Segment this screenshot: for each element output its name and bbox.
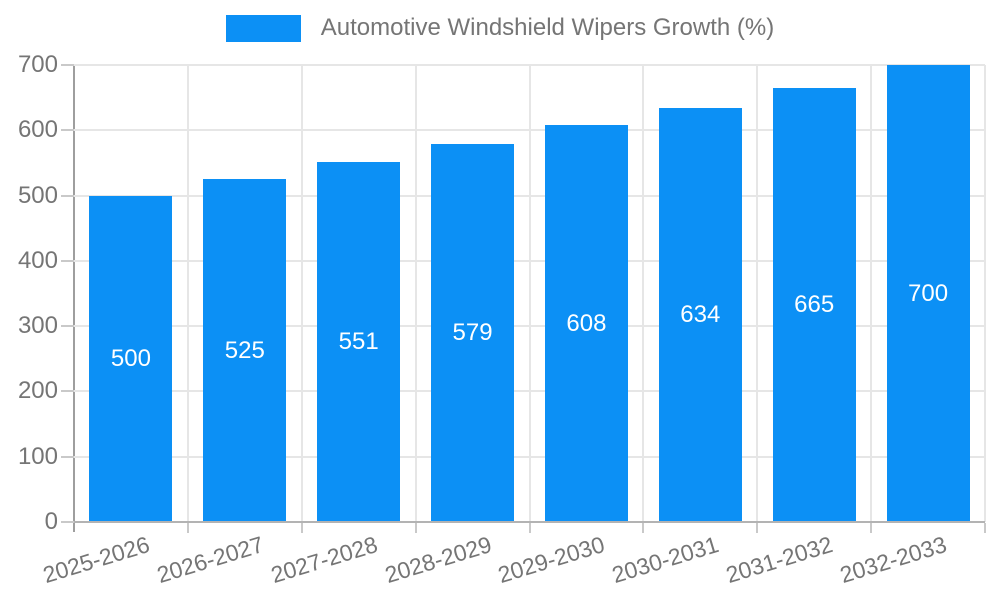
legend-swatch[interactable] (225, 14, 301, 42)
v-gridline (642, 65, 645, 522)
bar-value-label: 608 (566, 309, 607, 337)
x-tick-label: 2032-2033 (836, 531, 950, 589)
x-tick-label: 2026-2027 (153, 531, 267, 589)
y-tick-label: 400 (17, 246, 58, 274)
y-axis-line (73, 65, 75, 532)
bar[interactable] (431, 144, 515, 522)
y-axis-tick (61, 64, 74, 66)
y-tick-label: 300 (17, 312, 58, 340)
y-axis-tick (61, 521, 74, 523)
y-tick-label: 500 (17, 181, 58, 209)
y-axis-tick (61, 390, 74, 393)
x-tick-label: 2031-2032 (722, 531, 836, 589)
legend-label: Automotive Windshield Wipers Growth (%) (320, 14, 775, 41)
y-tick-label: 600 (17, 116, 58, 144)
y-tick-label: 700 (17, 51, 58, 78)
bar-value-label: 500 (110, 344, 151, 372)
y-axis-tick (61, 259, 74, 262)
v-gridline (528, 65, 531, 522)
chart-legend[interactable]: Automotive Windshield Wipers Growth (%) (0, 14, 1000, 42)
y-axis-tick (61, 325, 74, 328)
bar-value-label: 665 (794, 290, 835, 318)
x-axis-tick (756, 523, 759, 533)
v-gridline (186, 65, 189, 522)
v-gridline (414, 65, 417, 522)
y-tick-label: 100 (17, 442, 58, 470)
x-tick-label: 2027-2028 (267, 531, 381, 589)
bar[interactable] (658, 108, 742, 522)
v-gridline (984, 65, 986, 522)
x-tick-label: 2025-2026 (39, 531, 153, 589)
x-axis-tick (528, 523, 531, 533)
y-axis-tick (61, 129, 74, 132)
bar[interactable] (203, 179, 287, 522)
bar-value-label: 634 (680, 301, 721, 329)
x-tick-label: 2030-2031 (609, 531, 722, 589)
x-axis-tick (642, 523, 645, 533)
v-gridline (870, 65, 873, 522)
bar[interactable] (544, 125, 628, 522)
y-tick-label: 0 (44, 508, 58, 535)
y-axis-tick (61, 194, 74, 197)
bar-value-label: 700 (908, 279, 949, 307)
bar-value-label: 551 (338, 328, 379, 356)
x-axis-tick (984, 523, 986, 533)
plot-area: 500 525 551 579 608 634 665 700 (74, 64, 986, 522)
bar[interactable] (89, 195, 173, 522)
x-tick-label: 2028-2029 (381, 531, 495, 589)
bar-value-label: 525 (224, 336, 265, 364)
bar[interactable] (772, 87, 856, 522)
v-gridline (300, 65, 303, 522)
x-axis-tick (870, 523, 873, 533)
x-axis-baseline (64, 521, 985, 523)
bar-value-label: 579 (452, 318, 493, 346)
bar[interactable] (317, 162, 401, 522)
x-axis-tick (186, 523, 189, 533)
y-axis-tick (61, 455, 74, 458)
bar[interactable] (886, 65, 970, 522)
y-tick-label: 200 (17, 377, 58, 405)
x-tick-label: 2029-2030 (495, 531, 609, 589)
x-axis-tick (300, 523, 303, 533)
x-axis-tick (414, 523, 417, 533)
v-gridline (756, 65, 759, 522)
